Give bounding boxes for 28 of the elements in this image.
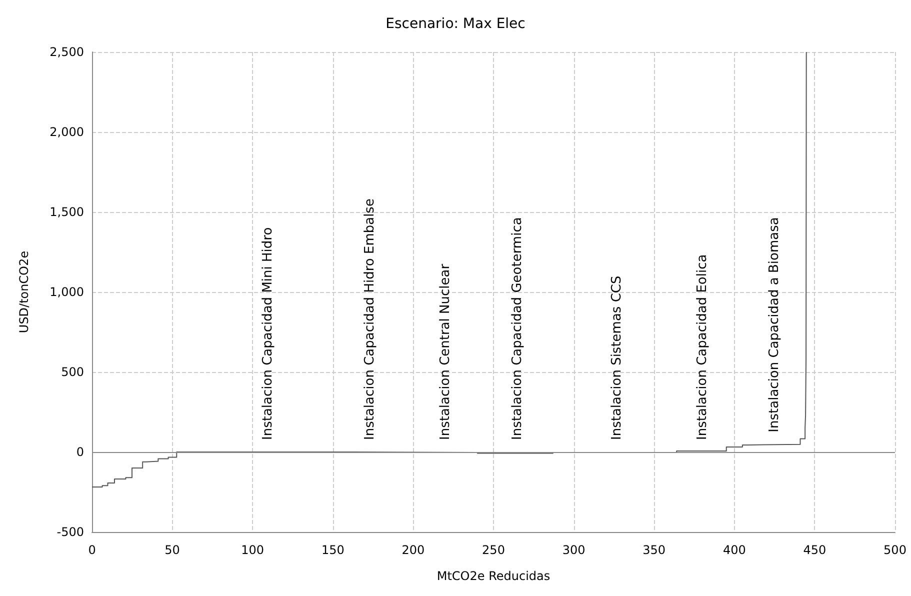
x-tick-label: 50 (164, 543, 180, 557)
annotation: Instalacion Sistemas CCS (610, 276, 625, 440)
x-tick-label: 350 (642, 543, 666, 557)
y-axis-title: USD/tonCO2e (17, 250, 31, 334)
x-tick-label: 450 (803, 543, 826, 557)
x-tick-label: 250 (482, 543, 505, 557)
chart-title: Escenario: Max Elec (386, 16, 526, 32)
x-axis-title: MtCO2e Reducidas (436, 569, 550, 583)
annotation: Instalacion Capacidad Eolica (694, 254, 710, 440)
y-tick-label: 1,500 (50, 205, 84, 219)
annotation: Instalacion Capacidad Hidro Embalse (362, 198, 378, 440)
x-tick-label: 300 (562, 543, 586, 557)
x-tick-label: 500 (884, 543, 906, 557)
annotation: Instalacion Capacidad Geotermica (510, 217, 526, 440)
x-tick-label: 150 (321, 543, 344, 557)
y-tick-label: 2,000 (50, 125, 84, 139)
x-tick-label: 400 (722, 543, 746, 557)
annotation: Instalacion Central Nuclear (438, 263, 453, 440)
y-tick-label: -500 (56, 525, 84, 539)
x-tick-label: 200 (402, 543, 425, 557)
y-tick-label: 0 (76, 445, 84, 459)
y-tick-label: 2,500 (50, 45, 84, 59)
annotation: Instalacion Capacidad a Biomasa (767, 217, 782, 432)
annotation: Instalacion Capacidad Mini Hidro (260, 227, 276, 440)
y-tick-label: 1,000 (50, 285, 84, 299)
y-tick-label: 500 (61, 365, 84, 379)
x-tick-label: 0 (88, 543, 96, 557)
x-tick-label: 100 (241, 543, 264, 557)
